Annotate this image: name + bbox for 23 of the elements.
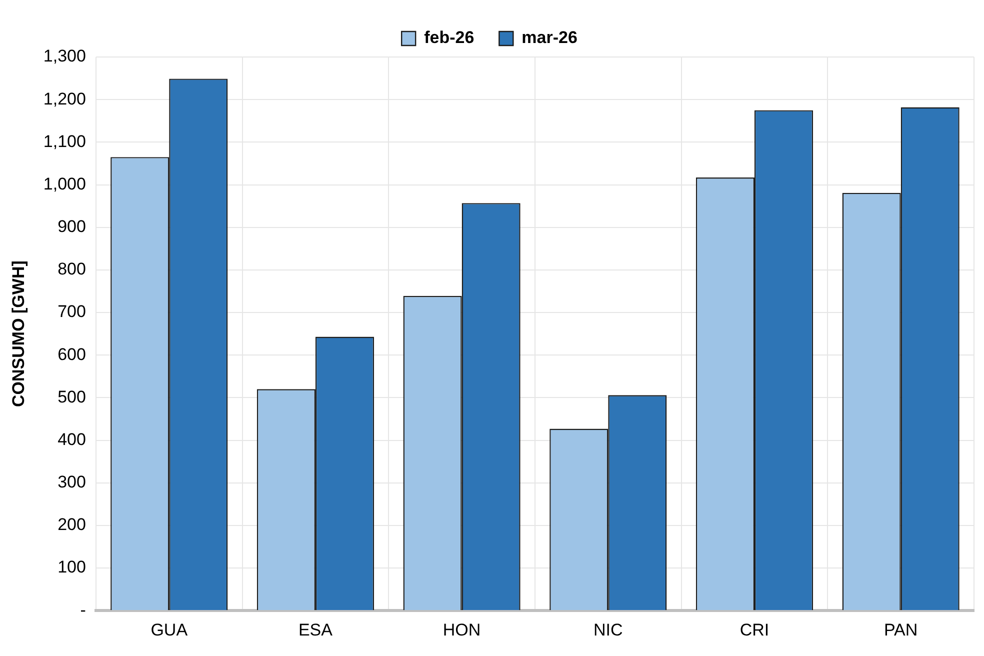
x-tick-label: GUA <box>150 620 188 640</box>
y-tick-label: 700 <box>58 302 86 322</box>
x-tick-label: CRI <box>740 620 770 640</box>
y-tick-label: 100 <box>58 558 86 577</box>
y-tick-label: 1,000 <box>43 174 86 194</box>
y-tick-label: 1,100 <box>43 132 86 151</box>
x-tick-label: ESA <box>298 620 334 640</box>
y-tick-label: 600 <box>58 344 86 364</box>
x-tick-label: HON <box>442 620 481 640</box>
legend-label: feb-26 <box>424 28 474 48</box>
y-tick-label: 1,300 <box>43 46 86 66</box>
legend-label: mar-26 <box>522 28 578 48</box>
y-tick-label: 1,200 <box>43 89 86 108</box>
y-tick-label: 300 <box>58 472 86 492</box>
y-tick-label: - <box>80 600 86 620</box>
x-tick-label: PAN <box>884 620 918 640</box>
y-tick-label: 800 <box>58 260 86 279</box>
y-tick-label: 500 <box>58 387 86 406</box>
y-tick-label: 900 <box>58 217 86 236</box>
y-tick-label: 400 <box>58 430 86 449</box>
x-tick-label: NIC <box>594 620 623 640</box>
y-tick-label: 200 <box>58 515 86 534</box>
y-axis-title: CONSUMO [GWH] <box>8 260 28 407</box>
